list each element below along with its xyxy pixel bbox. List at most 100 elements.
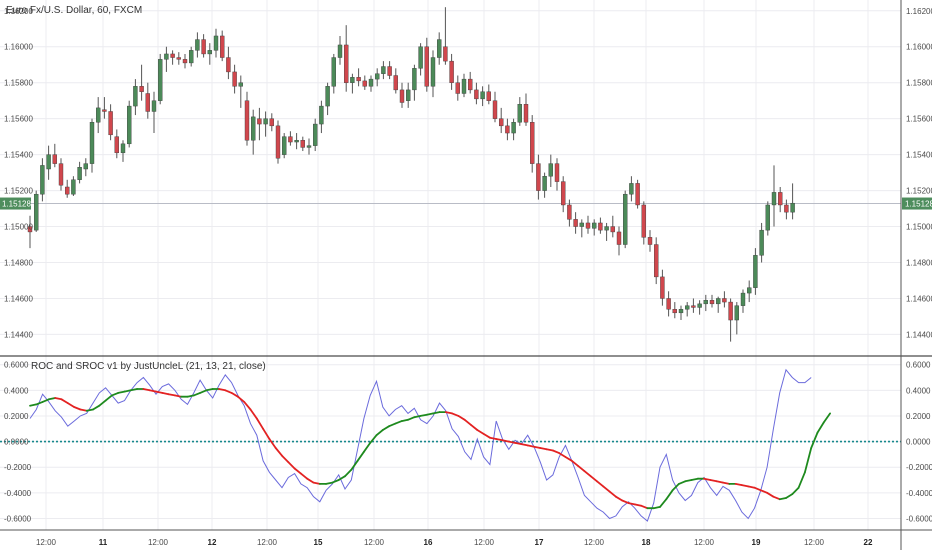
candle-body <box>269 118 274 127</box>
candle-body <box>505 125 510 134</box>
sroc-segment-rising <box>425 412 435 416</box>
indicator-tick-label-right: 0.4000 <box>906 386 931 395</box>
sroc-segment-rising <box>375 429 384 437</box>
sroc-segment-rising <box>104 394 113 402</box>
indicator-tick-label-left: 0.0000 <box>4 438 29 447</box>
candle-body <box>647 237 653 245</box>
candle-body <box>201 39 206 55</box>
candle-up <box>703 294 708 312</box>
candle-body <box>412 68 417 91</box>
candle-body <box>641 204 646 238</box>
price-tick-label-left: 1.16200 <box>4 7 33 16</box>
sroc-segment-falling <box>747 485 756 489</box>
indicator-title: ROC and SROC v1 by JustUncleL (21, 13, 2… <box>31 361 266 372</box>
candle-down <box>523 93 529 126</box>
candle-body <box>176 57 182 60</box>
candle-down <box>561 176 566 213</box>
candle-body <box>567 204 572 220</box>
candle-down <box>226 46 231 80</box>
sroc-segment-falling <box>552 449 561 455</box>
candle-down <box>257 107 262 141</box>
candle-body <box>654 244 659 278</box>
candle-up <box>480 86 485 107</box>
candle-up <box>592 219 597 236</box>
sroc-segment-falling <box>514 441 523 446</box>
sroc-segment-rising <box>413 414 422 419</box>
candle-body <box>784 204 789 213</box>
candle-body <box>604 226 609 231</box>
sroc-segment-rising <box>362 441 372 453</box>
candle-body <box>771 192 777 206</box>
candle-down <box>660 269 665 306</box>
sroc-segment-rising <box>344 468 353 478</box>
sroc-segment-rising <box>816 421 825 434</box>
candle-down <box>468 71 473 94</box>
candle-down <box>232 64 237 94</box>
candle-body <box>530 122 535 164</box>
sroc-segment-falling <box>759 489 768 494</box>
sroc-segment-falling <box>79 408 88 412</box>
candle-body <box>437 39 442 58</box>
sroc-segment-falling <box>615 495 624 502</box>
price-tick-label-right: 1.14400 <box>906 330 932 339</box>
candle-body <box>89 122 95 164</box>
candle-down <box>300 136 305 152</box>
candle-up <box>40 158 45 202</box>
sroc-segment-falling <box>230 391 239 398</box>
sroc-segment-falling <box>753 486 762 492</box>
sroc-segment-falling <box>299 472 309 480</box>
candle-up <box>195 32 200 58</box>
candle-body <box>244 100 250 141</box>
candle-down <box>139 64 144 101</box>
candle-down <box>362 75 367 90</box>
candle-body <box>443 46 448 62</box>
candle-up <box>759 222 764 263</box>
price-tick-label-right: 1.15200 <box>906 187 932 196</box>
candle-body <box>790 202 795 213</box>
candle-body <box>672 309 677 314</box>
sroc-segment-rising <box>822 412 831 424</box>
x-tick-label: 12:00 <box>364 538 385 547</box>
indicator-tick-label-left: -0.4000 <box>4 489 32 498</box>
sroc-segment-rising <box>369 434 378 444</box>
candle-body <box>195 39 200 51</box>
candle-up <box>548 154 553 187</box>
candle-down <box>176 52 182 65</box>
candle-down <box>114 129 120 159</box>
candle-body <box>418 46 423 69</box>
candle-body <box>95 107 101 123</box>
candle-body <box>114 136 120 154</box>
indicator-tick-label-left: 0.6000 <box>4 361 29 370</box>
sroc-segment-falling <box>741 484 750 488</box>
sroc-segment-falling <box>558 452 567 458</box>
candle-down <box>356 68 361 87</box>
candle-down <box>784 199 789 220</box>
sroc-segment-rising <box>797 471 806 489</box>
sroc-segment-falling <box>734 482 743 487</box>
candle-body <box>523 104 529 123</box>
candle-body <box>257 118 262 125</box>
candle-down <box>598 217 603 234</box>
sroc-segment-falling <box>457 414 466 421</box>
candle-body <box>598 222 603 231</box>
sroc-segment-falling <box>501 439 510 443</box>
x-tick-label: 12:00 <box>694 538 715 547</box>
sroc-segment-falling <box>262 427 271 440</box>
candle-up <box>771 165 777 227</box>
sroc-segment-rising <box>325 481 334 485</box>
sroc-segment-falling <box>709 479 718 483</box>
candle-body <box>350 77 355 83</box>
candle-up <box>213 28 219 58</box>
sroc-segment-falling <box>640 504 649 510</box>
sroc-segment-falling <box>703 477 712 481</box>
sroc-segment-falling <box>570 459 579 467</box>
candle-down <box>64 179 70 198</box>
indicator-tick-label-right: -0.4000 <box>906 489 932 498</box>
candle-down <box>641 201 646 245</box>
last-price-badge-left <box>0 197 31 210</box>
sroc-segment-falling <box>476 429 485 435</box>
candle-down <box>505 118 510 141</box>
candle-body <box>734 305 739 321</box>
x-tick-label: 11 <box>99 538 108 547</box>
